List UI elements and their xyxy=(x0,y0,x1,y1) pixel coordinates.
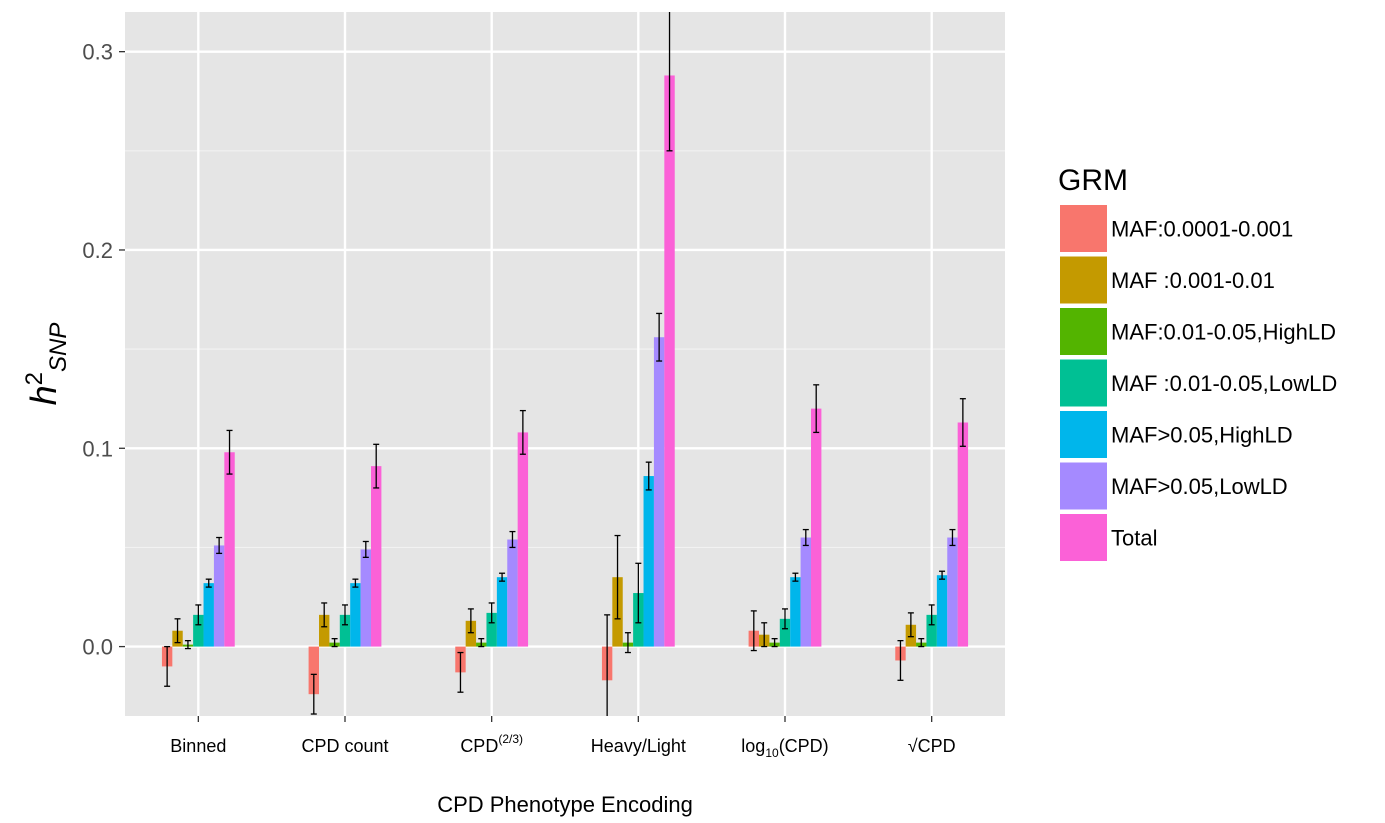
bar xyxy=(790,577,801,647)
y-tick-label: 0.3 xyxy=(82,40,113,65)
bar xyxy=(811,408,822,647)
legend: GRM MAF:0.0001-0.001 MAF :0.001-0.01 MAF:0… xyxy=(1058,164,1337,561)
legend-label: MAF :0.01-0.05,LowLD xyxy=(1111,371,1337,396)
legend-key xyxy=(1060,514,1107,561)
bar xyxy=(350,583,361,647)
legend-label: MAF:0.0001-0.001 xyxy=(1111,217,1293,242)
legend-label: Total xyxy=(1111,526,1157,551)
bar xyxy=(371,466,382,647)
bar xyxy=(779,618,791,647)
plot-panel xyxy=(125,12,1005,716)
y-tick-label: 0.2 xyxy=(82,238,113,263)
x-tick-label: log10(CPD) xyxy=(741,736,828,760)
legend-key xyxy=(1060,308,1107,355)
bar xyxy=(653,337,665,647)
bar xyxy=(936,575,948,647)
legend-title: GRM xyxy=(1058,164,1128,197)
bar xyxy=(496,577,508,647)
x-tick-label: CPD count xyxy=(301,736,388,756)
y-tick-label: 0.1 xyxy=(82,436,113,461)
error-bars xyxy=(164,12,966,716)
bar xyxy=(664,75,675,647)
bar xyxy=(507,539,518,647)
bar xyxy=(224,452,235,647)
bar xyxy=(203,583,214,647)
bar xyxy=(486,612,497,647)
x-ticks: Binned CPD count CPD(2/3) Heavy/Light log10(… xyxy=(170,716,956,760)
bar xyxy=(643,476,654,647)
y-axis-title: h2SNP xyxy=(21,323,72,406)
y-ticks: 0.0 0.1 0.2 0.3 xyxy=(82,40,125,660)
legend-key xyxy=(1060,411,1107,458)
legend-key xyxy=(1060,462,1107,510)
grid-major xyxy=(125,12,1005,716)
legend-key xyxy=(1060,205,1107,252)
legend-label: MAF:0.01-0.05,HighLD xyxy=(1111,320,1336,345)
bar xyxy=(308,646,319,695)
bar xyxy=(319,614,330,647)
bar xyxy=(213,545,225,647)
bar xyxy=(517,432,529,647)
x-tick-label: √CPD xyxy=(908,736,956,756)
legend-label: MAF>0.05,LowLD xyxy=(1111,474,1288,499)
x-axis-title: CPD Phenotype Encoding xyxy=(437,792,693,817)
grid-minor xyxy=(125,150,1005,549)
x-tick-label: CPD(2/3) xyxy=(460,732,523,756)
bar xyxy=(800,537,811,647)
x-tick-label: Binned xyxy=(170,736,226,756)
bar xyxy=(465,620,477,647)
legend-key xyxy=(1060,359,1107,407)
legend-label: MAF>0.05,HighLD xyxy=(1111,423,1293,448)
legend-label: MAF :0.001-0.01 xyxy=(1111,268,1275,293)
y-tick-label: 0.0 xyxy=(82,635,113,660)
bar xyxy=(957,422,969,647)
bar xyxy=(947,537,958,647)
bar xyxy=(360,549,371,647)
bar xyxy=(339,614,351,647)
x-tick-label: Heavy/Light xyxy=(591,736,686,756)
bar xyxy=(193,614,204,647)
legend-key xyxy=(1060,256,1107,304)
bar xyxy=(926,614,937,647)
